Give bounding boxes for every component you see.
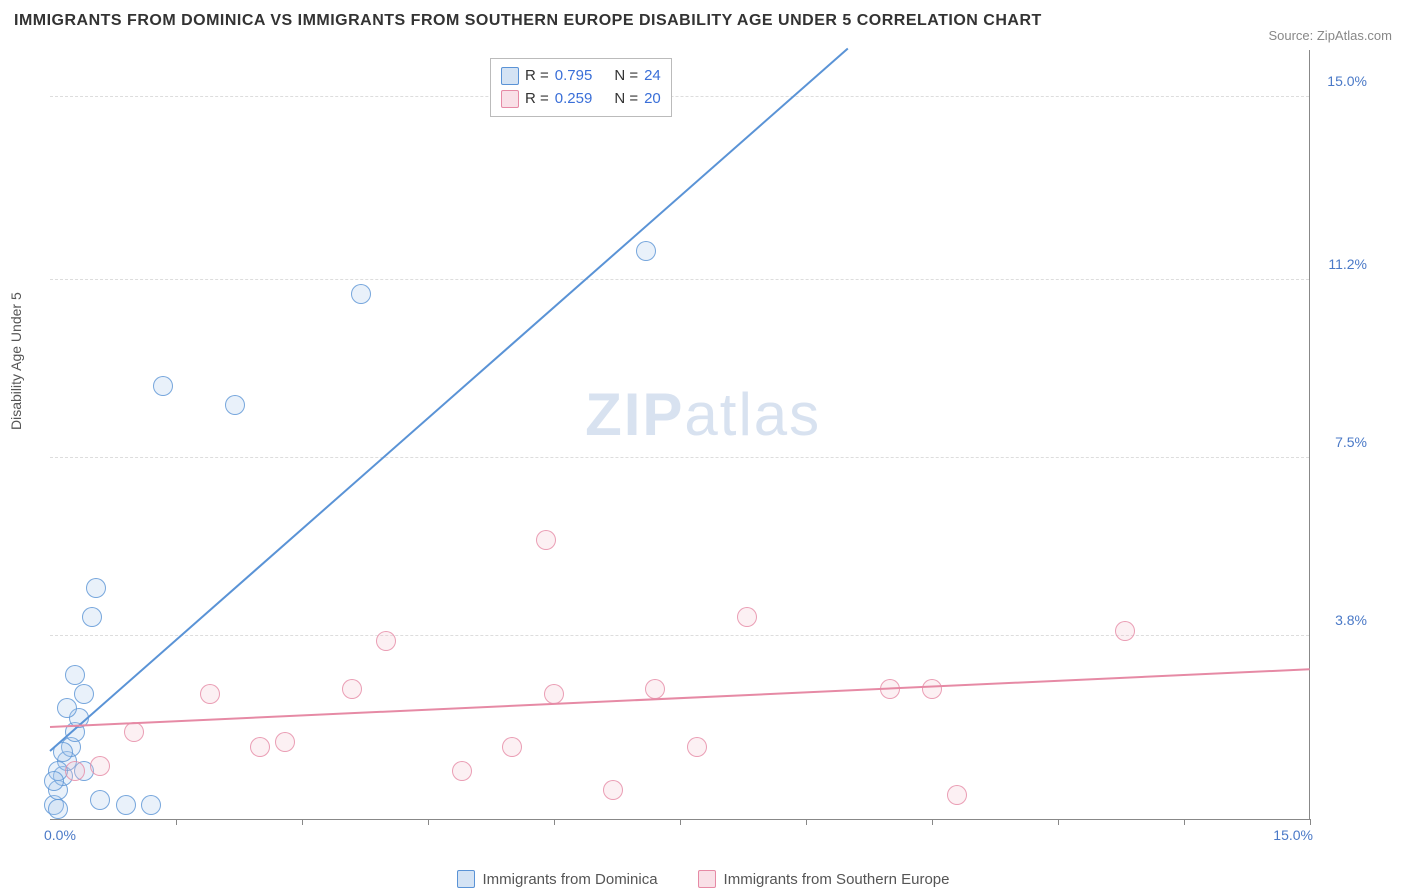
y-axis-label: Disability Age Under 5 (8, 292, 24, 430)
legend-label: Immigrants from Dominica (483, 871, 658, 888)
scatter-point (947, 785, 967, 805)
x-tick (176, 819, 177, 825)
correlation-stats-box: R = 0.795 N = 24 R = 0.259 N = 20 (490, 58, 672, 117)
legend-swatch-icon (501, 67, 519, 85)
scatter-point (44, 771, 64, 791)
scatter-point (544, 684, 564, 704)
x-tick (806, 819, 807, 825)
y-tick-label: 15.0% (1317, 73, 1367, 89)
scatter-point (124, 722, 144, 742)
stat-n-value: 24 (644, 65, 661, 88)
legend-swatch-icon (457, 870, 475, 888)
scatter-point (502, 737, 522, 757)
x-zero-label: 0.0% (44, 827, 76, 843)
legend-item-dominica: Immigrants from Dominica (457, 870, 658, 888)
stat-n-label: N = (614, 88, 638, 111)
scatter-point (250, 737, 270, 757)
scatter-point (86, 578, 106, 598)
scatter-point (342, 679, 362, 699)
stat-n-value: 20 (644, 88, 661, 111)
x-tick (932, 819, 933, 825)
source-name: ZipAtlas.com (1317, 28, 1392, 43)
legend-swatch-icon (698, 870, 716, 888)
scatter-point (603, 780, 623, 800)
scatter-point (225, 395, 245, 415)
scatter-point (65, 761, 85, 781)
legend-item-southern-europe: Immigrants from Southern Europe (698, 870, 950, 888)
scatter-point (351, 284, 371, 304)
scatter-point (57, 698, 77, 718)
scatter-point (687, 737, 707, 757)
source-attribution: Source: ZipAtlas.com (1268, 28, 1392, 43)
trend-line (50, 668, 1310, 728)
watermark-zip: ZIP (585, 380, 684, 447)
stat-r-label: R = (525, 65, 549, 88)
x-tick (680, 819, 681, 825)
watermark: ZIPatlas (585, 379, 821, 448)
scatter-point (1115, 621, 1135, 641)
scatter-point (737, 607, 757, 627)
scatter-point (48, 799, 68, 819)
scatter-point (74, 684, 94, 704)
stat-r-label: R = (525, 88, 549, 111)
source-label: Source: (1268, 28, 1316, 43)
x-tick (1310, 819, 1311, 825)
x-tick (1184, 819, 1185, 825)
x-tick (554, 819, 555, 825)
y-tick-label: 7.5% (1317, 434, 1367, 450)
stat-n-label: N = (614, 65, 638, 88)
scatter-point (90, 756, 110, 776)
x-tick (428, 819, 429, 825)
plot-area: ZIPatlas 3.8%7.5%11.2%15.0%0.0%15.0% (50, 50, 1310, 820)
scatter-point (645, 679, 665, 699)
legend-label: Immigrants from Southern Europe (724, 871, 950, 888)
scatter-point (200, 684, 220, 704)
y-tick-label: 3.8% (1317, 612, 1367, 628)
scatter-point (452, 761, 472, 781)
watermark-atlas: atlas (684, 380, 821, 447)
scatter-point (922, 679, 942, 699)
x-tick (302, 819, 303, 825)
stats-row: R = 0.795 N = 24 (501, 65, 661, 88)
x-tick (1058, 819, 1059, 825)
trend-line (49, 47, 848, 751)
scatter-point (275, 732, 295, 752)
bottom-legend: Immigrants from Dominica Immigrants from… (0, 870, 1406, 888)
legend-swatch-icon (501, 90, 519, 108)
x-max-label: 15.0% (1273, 827, 1313, 843)
scatter-point (141, 795, 161, 815)
scatter-point (90, 790, 110, 810)
scatter-point (636, 241, 656, 261)
scatter-point (153, 376, 173, 396)
stat-r-value: 0.259 (555, 88, 593, 111)
chart-container: IMMIGRANTS FROM DOMINICA VS IMMIGRANTS F… (0, 0, 1406, 892)
y-tick-label: 11.2% (1317, 256, 1367, 272)
scatter-point (65, 665, 85, 685)
scatter-point (82, 607, 102, 627)
scatter-point (376, 631, 396, 651)
gridline (50, 457, 1309, 458)
stats-row: R = 0.259 N = 20 (501, 88, 661, 111)
gridline (50, 279, 1309, 280)
scatter-point (116, 795, 136, 815)
stat-r-value: 0.795 (555, 65, 593, 88)
gridline (50, 96, 1309, 97)
scatter-point (536, 530, 556, 550)
chart-title: IMMIGRANTS FROM DOMINICA VS IMMIGRANTS F… (14, 12, 1042, 30)
